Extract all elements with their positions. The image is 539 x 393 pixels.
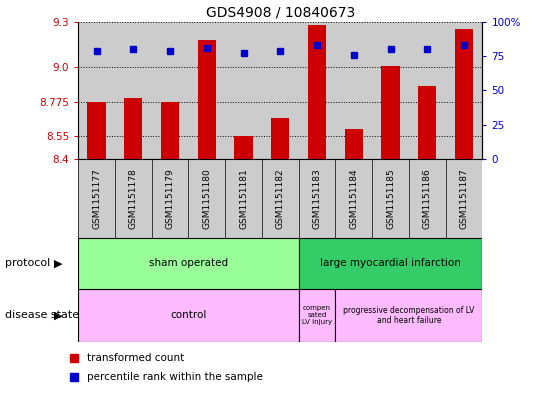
Text: percentile rank within the sample: percentile rank within the sample — [87, 372, 262, 382]
Text: transformed count: transformed count — [87, 353, 184, 363]
Title: GDS4908 / 10840673: GDS4908 / 10840673 — [206, 5, 355, 19]
Bar — [124, 98, 142, 159]
Bar — [87, 102, 106, 159]
Text: GSM1151177: GSM1151177 — [92, 168, 101, 229]
Text: ▶: ▶ — [54, 310, 63, 320]
Text: GSM1151179: GSM1151179 — [165, 168, 175, 229]
Text: GSM1151184: GSM1151184 — [349, 168, 358, 229]
Bar — [344, 129, 363, 159]
Text: protocol: protocol — [5, 258, 51, 268]
Bar — [299, 238, 482, 289]
Bar — [78, 289, 299, 342]
Bar — [418, 86, 437, 159]
Text: compen
sated
LV injury: compen sated LV injury — [302, 305, 332, 325]
Text: large myocardial infarction: large myocardial infarction — [320, 258, 461, 268]
Bar — [161, 102, 179, 159]
Text: disease state: disease state — [5, 310, 80, 320]
Bar — [335, 289, 482, 342]
Bar — [299, 289, 335, 342]
Bar — [455, 29, 473, 159]
Text: GSM1151185: GSM1151185 — [386, 168, 395, 229]
Text: GSM1151183: GSM1151183 — [313, 168, 322, 229]
Text: sham operated: sham operated — [149, 258, 228, 268]
Text: GSM1151186: GSM1151186 — [423, 168, 432, 229]
Text: GSM1151181: GSM1151181 — [239, 168, 248, 229]
Text: control: control — [170, 310, 206, 320]
Bar — [234, 136, 253, 159]
Bar — [198, 40, 216, 159]
Bar — [308, 25, 326, 159]
Text: GSM1151187: GSM1151187 — [460, 168, 468, 229]
Bar — [271, 118, 289, 159]
Text: ▶: ▶ — [54, 258, 63, 268]
Text: GSM1151178: GSM1151178 — [129, 168, 138, 229]
Text: GSM1151182: GSM1151182 — [276, 168, 285, 229]
Bar — [382, 66, 400, 159]
Text: GSM1151180: GSM1151180 — [202, 168, 211, 229]
Bar — [78, 238, 299, 289]
Text: progressive decompensation of LV
and heart failure: progressive decompensation of LV and hea… — [343, 306, 475, 325]
